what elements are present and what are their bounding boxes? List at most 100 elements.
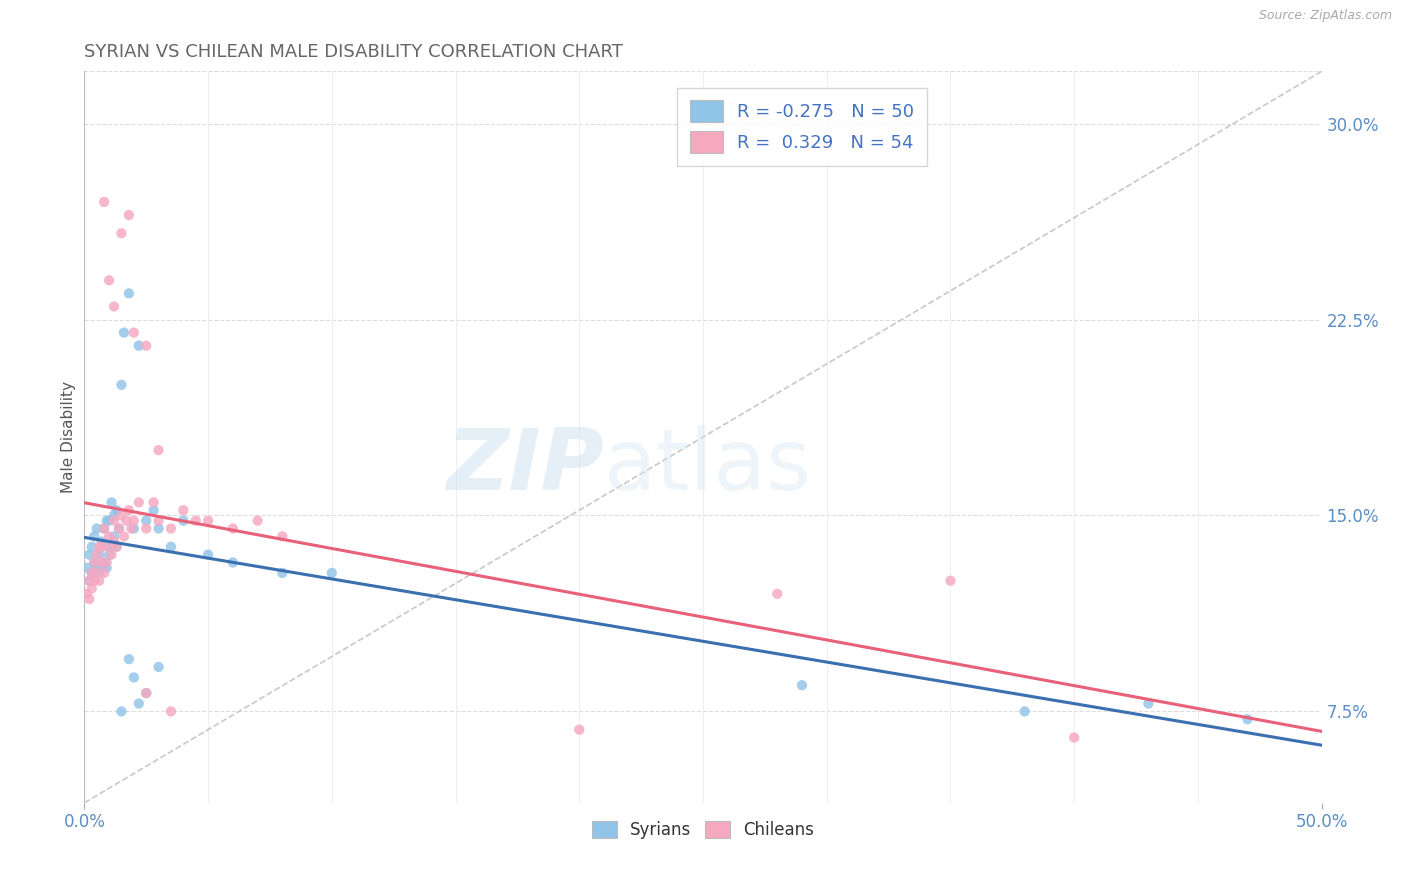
Text: atlas: atlas xyxy=(605,425,813,508)
Point xyxy=(160,705,183,719)
Point xyxy=(122,514,145,528)
Point xyxy=(80,540,103,554)
Point xyxy=(222,556,245,570)
Point xyxy=(184,514,207,528)
Point xyxy=(568,723,591,737)
Point xyxy=(197,514,219,528)
Point xyxy=(122,521,145,535)
Point xyxy=(80,566,103,580)
Text: ZIP: ZIP xyxy=(446,425,605,508)
Point xyxy=(103,514,125,528)
Point xyxy=(271,529,294,543)
Point xyxy=(100,548,122,562)
Point xyxy=(135,514,157,528)
Point xyxy=(76,560,98,574)
Point xyxy=(86,548,108,562)
Point xyxy=(76,587,98,601)
Point xyxy=(93,521,115,535)
Point xyxy=(160,521,183,535)
Point xyxy=(86,560,108,574)
Point xyxy=(122,326,145,340)
Point xyxy=(1137,697,1160,711)
Point xyxy=(100,540,122,554)
Point xyxy=(142,503,165,517)
Point xyxy=(148,443,170,458)
Point xyxy=(79,574,101,588)
Point xyxy=(98,273,121,287)
Point xyxy=(112,326,135,340)
Point xyxy=(93,556,115,570)
Point xyxy=(80,582,103,596)
Point xyxy=(110,377,132,392)
Point xyxy=(110,508,132,523)
Point xyxy=(103,508,125,523)
Point xyxy=(96,514,118,528)
Point xyxy=(89,548,111,562)
Point xyxy=(160,540,183,554)
Point xyxy=(120,521,142,535)
Point xyxy=(122,670,145,684)
Point xyxy=(105,540,128,554)
Point xyxy=(118,503,141,517)
Point xyxy=(142,495,165,509)
Point xyxy=(83,556,105,570)
Point xyxy=(135,338,157,352)
Point xyxy=(89,566,111,580)
Text: Source: ZipAtlas.com: Source: ZipAtlas.com xyxy=(1258,9,1392,22)
Point xyxy=(96,556,118,570)
Point xyxy=(98,548,121,562)
Point xyxy=(222,521,245,535)
Point xyxy=(80,566,103,580)
Point xyxy=(766,587,789,601)
Point xyxy=(135,686,157,700)
Point xyxy=(118,208,141,222)
Point xyxy=(1014,705,1036,719)
Point xyxy=(83,529,105,543)
Point xyxy=(90,534,112,549)
Point xyxy=(148,521,170,535)
Point xyxy=(1063,731,1085,745)
Point xyxy=(939,574,962,588)
Point xyxy=(93,194,115,209)
Point xyxy=(135,521,157,535)
Point xyxy=(83,574,105,588)
Point xyxy=(89,540,111,554)
Point xyxy=(98,514,121,528)
Point xyxy=(321,566,343,580)
Point xyxy=(90,540,112,554)
Point xyxy=(108,521,131,535)
Point xyxy=(148,514,170,528)
Point xyxy=(103,534,125,549)
Point xyxy=(103,529,125,543)
Point xyxy=(271,566,294,580)
Point xyxy=(135,686,157,700)
Point xyxy=(172,503,194,517)
Legend: Syrians, Chileans: Syrians, Chileans xyxy=(585,814,821,846)
Point xyxy=(79,592,101,607)
Point xyxy=(110,705,132,719)
Point xyxy=(790,678,813,692)
Point xyxy=(172,514,194,528)
Point xyxy=(115,514,138,528)
Point xyxy=(108,521,131,535)
Point xyxy=(148,660,170,674)
Point xyxy=(197,548,219,562)
Point xyxy=(89,574,111,588)
Point xyxy=(112,529,135,543)
Point xyxy=(128,697,150,711)
Point xyxy=(128,338,150,352)
Point xyxy=(86,566,108,580)
Point xyxy=(118,652,141,666)
Point xyxy=(83,556,105,570)
Point xyxy=(96,560,118,574)
Point xyxy=(128,495,150,509)
Point xyxy=(105,503,128,517)
Point xyxy=(93,566,115,580)
Point xyxy=(93,521,115,535)
Point xyxy=(90,556,112,570)
Point xyxy=(98,540,121,554)
Point xyxy=(246,514,269,528)
Point xyxy=(79,574,101,588)
Point xyxy=(86,521,108,535)
Point xyxy=(90,540,112,554)
